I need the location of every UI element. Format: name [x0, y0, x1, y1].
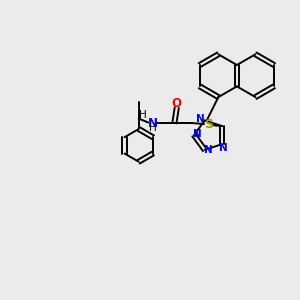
Text: S: S — [204, 118, 213, 131]
Text: N: N — [193, 129, 202, 139]
Text: H: H — [148, 123, 156, 134]
Text: N: N — [147, 117, 158, 130]
Text: N: N — [205, 145, 213, 155]
Text: N: N — [219, 143, 228, 153]
Text: H: H — [139, 110, 147, 120]
Text: N: N — [196, 114, 205, 124]
Text: O: O — [172, 97, 182, 110]
